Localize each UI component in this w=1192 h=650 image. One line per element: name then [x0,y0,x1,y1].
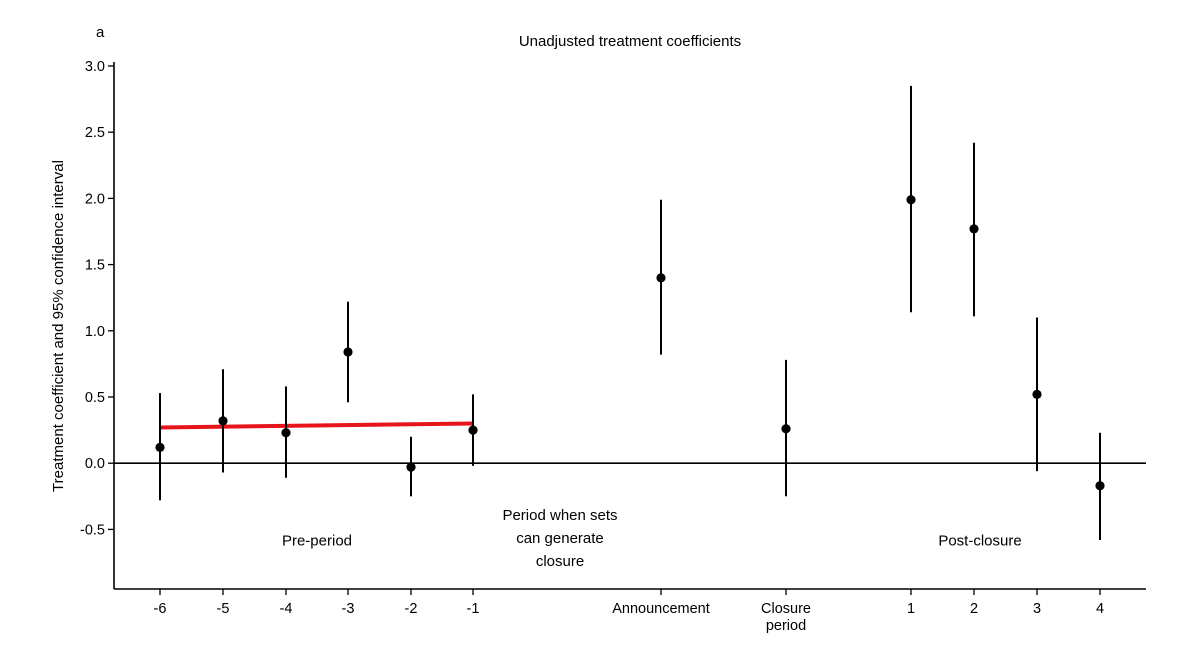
y-tick-label: 1.5 [85,258,105,274]
pre-period-trend-line [159,421,474,430]
x-tick-label: Closure period [761,601,811,634]
x-tick-label: -1 [467,601,480,617]
x-tick-label: 2 [970,601,978,617]
trend-line-layer [159,421,474,430]
x-tick-label: -2 [405,601,418,617]
x-tick-label: Announcement [612,601,710,617]
x-tick-label: -5 [217,601,230,617]
y-tick-label: 1.0 [85,324,105,340]
period-annotation: Post-closure [938,532,1021,549]
period-annotation: Pre-period [282,532,352,549]
data-point [281,428,291,438]
data-point [218,416,228,426]
x-tick-label: -4 [280,601,293,617]
x-tick-label: -6 [154,601,167,617]
data-point [343,347,353,357]
y-tick-label: 0.0 [85,456,105,472]
y-axis: -0.5 0.0 0.5 1.0 1.5 2.0 2.5 3.0 [80,59,115,589]
y-tick-label: -0.5 [80,522,105,538]
data-point [406,462,416,472]
confidence-interval-layer [159,85,1101,541]
chart-title: Unadjusted treatment coefficients [519,33,741,50]
period-annotation: Period when sets can generate closure [502,507,617,570]
data-point [468,425,478,435]
data-point [906,195,916,205]
panel-label: a [96,24,105,41]
data-point [1032,389,1042,399]
y-axis-label: Treatment coefficient and 95% confidence… [50,160,67,492]
y-tick-label: 2.5 [85,125,105,141]
y-tick-label: 0.5 [85,390,105,406]
point-layer [155,195,1105,491]
data-point [656,273,666,283]
x-tick-label: 4 [1096,601,1104,617]
x-axis: -6 -5 -4 -3 -2 -1 Announcement Closure period 1 2 3… [114,588,1146,634]
y-tick-label: 2.0 [85,191,105,207]
data-point [781,424,791,434]
x-tick-label: 3 [1033,601,1041,617]
data-point [1095,481,1105,491]
x-tick-label: 1 [907,601,915,617]
annotation-layer: Pre-period Period when sets can generate cl… [282,507,1022,570]
y-tick-label: 3.0 [85,59,105,75]
x-tick-label: -3 [342,601,355,617]
data-point [155,442,165,452]
data-point [969,224,979,234]
